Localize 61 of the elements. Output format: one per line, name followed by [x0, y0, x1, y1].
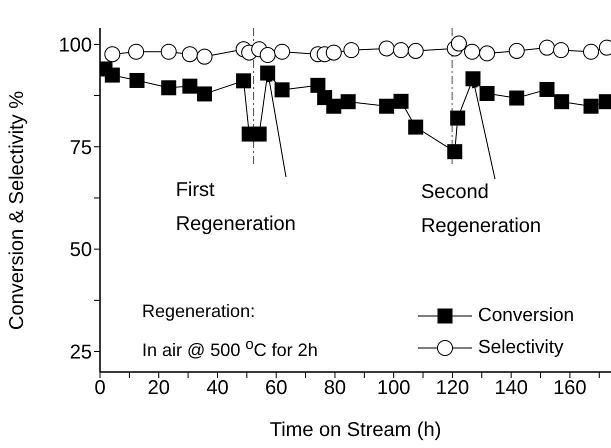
point: [450, 36, 467, 52]
point: [465, 71, 480, 86]
point: [394, 94, 409, 109]
y-tick-label: 100: [58, 34, 92, 56]
point: [182, 46, 198, 62]
point: [236, 73, 252, 88]
point: [393, 42, 410, 58]
point: [379, 98, 394, 114]
annotation: In air @ 500 $^{o}$C for 2h: [142, 335, 318, 362]
y-axis-title: Conversion & Selectivity %: [6, 90, 28, 330]
point: [583, 44, 600, 60]
annotation: Regeneration:: [142, 300, 256, 323]
point: [274, 44, 290, 60]
x-tick-label: 80: [324, 377, 346, 400]
point: [509, 90, 524, 106]
annotation: First Regeneration: [176, 178, 297, 238]
x-tick-label: 140: [494, 377, 528, 400]
point: [128, 44, 144, 60]
point: [104, 46, 120, 62]
point: [480, 86, 495, 102]
point: [160, 44, 177, 60]
y-tick-label: 75: [70, 136, 92, 159]
x-axis-title: Time on Stream (h): [270, 419, 442, 441]
point: [554, 94, 570, 110]
point: [343, 42, 360, 58]
point: [260, 66, 276, 81]
point: [508, 42, 525, 59]
x-tick-label: 60: [265, 377, 288, 400]
point: [197, 86, 212, 102]
legend-label: Conversion: [478, 305, 574, 327]
point: [553, 42, 570, 58]
point: [464, 44, 480, 60]
x-tick-label: 100: [376, 377, 410, 400]
legend-label: Selectivity: [478, 337, 564, 359]
x-tick-label: 40: [206, 377, 229, 400]
point: [408, 120, 424, 135]
point: [538, 40, 555, 56]
point: [584, 98, 599, 114]
point: [196, 48, 213, 65]
point: [450, 110, 466, 126]
point: [182, 78, 198, 94]
y-tick-label: 50: [70, 239, 92, 262]
point: [479, 45, 496, 62]
point: [378, 40, 395, 56]
y-tick-label: 25: [70, 342, 92, 364]
x-tick-label: 0: [94, 377, 106, 400]
point: [326, 98, 342, 114]
annotation: Second Regeneration: [420, 180, 542, 239]
point: [539, 82, 554, 97]
x-tick-label: 120: [436, 377, 470, 400]
point: [161, 80, 176, 96]
x-tick-label: 160: [553, 377, 587, 400]
point: [326, 44, 342, 61]
point: [274, 82, 290, 98]
point: [340, 94, 356, 110]
x-tick-label: 20: [148, 377, 170, 400]
point: [130, 72, 145, 88]
point: [447, 144, 462, 160]
point: [260, 47, 276, 64]
point: [252, 126, 267, 142]
point: [408, 42, 424, 59]
